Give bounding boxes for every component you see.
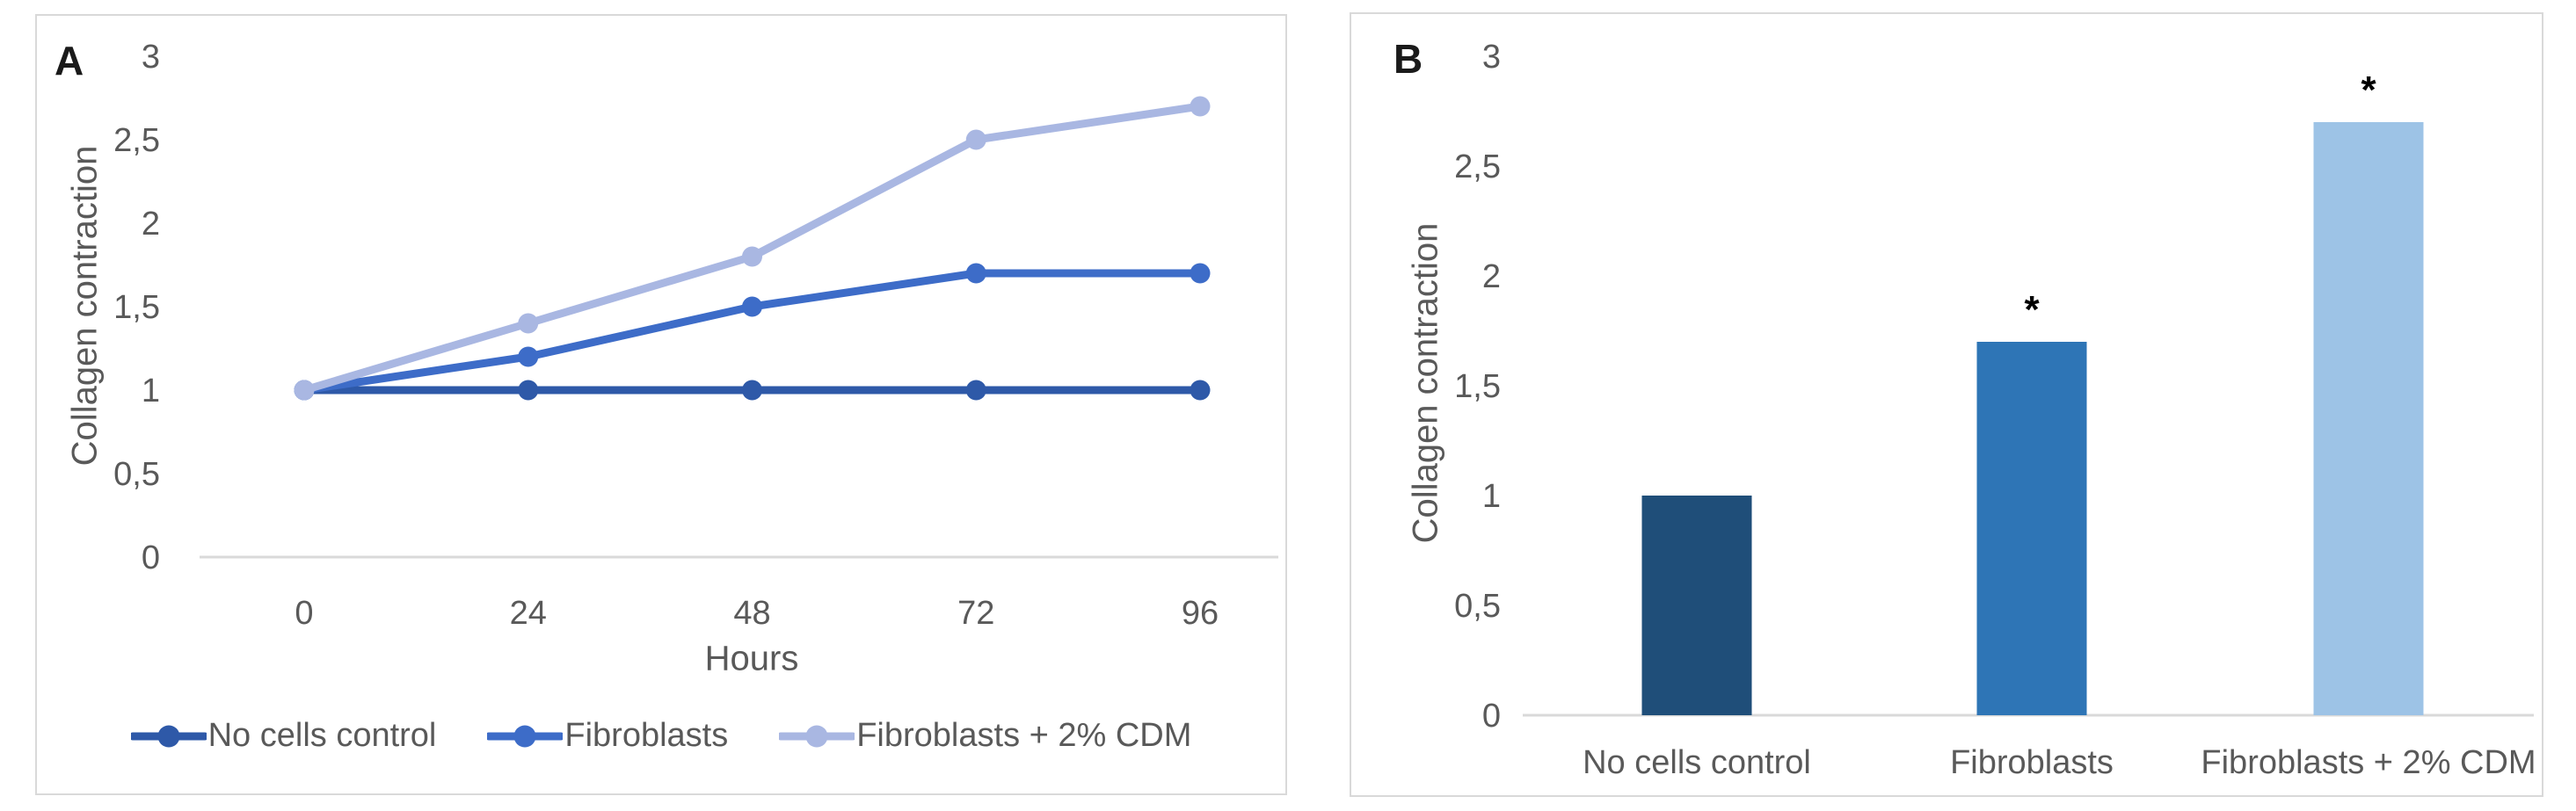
y-tick-label: 1 bbox=[142, 373, 160, 409]
y-tick-label: 0 bbox=[1482, 698, 1501, 735]
panel-b-label: B bbox=[1394, 36, 1423, 82]
y-tick-label: 1,5 bbox=[1454, 368, 1501, 405]
bar bbox=[2313, 122, 2424, 715]
category-label: No cells control bbox=[1583, 744, 1811, 781]
data-point-marker bbox=[965, 129, 986, 150]
legend-marker-icon bbox=[779, 725, 855, 747]
data-point-marker bbox=[518, 313, 539, 334]
data-point-marker bbox=[965, 380, 986, 401]
panel-a-x-axis-title: Hours bbox=[704, 639, 799, 678]
legend-marker-icon bbox=[487, 725, 564, 747]
legend-item: Fibroblasts bbox=[487, 717, 728, 755]
legend-marker-icon bbox=[130, 725, 207, 747]
data-point-marker bbox=[1190, 96, 1211, 117]
bar-chart: 0 0,5 1 1,5 2 2,5 3 No cells control * Fibroblast… bbox=[1454, 39, 2536, 781]
x-tick-label: 72 bbox=[957, 595, 994, 632]
data-point-marker bbox=[1190, 380, 1211, 401]
legend-dot bbox=[805, 725, 828, 747]
y-tick-label: 0 bbox=[142, 539, 160, 576]
legend-label: Fibroblasts bbox=[564, 717, 729, 754]
panel-a-label: A bbox=[55, 38, 84, 83]
category-label: Fibroblasts bbox=[1950, 744, 2114, 781]
y-tick-label: 2,5 bbox=[1454, 148, 1501, 185]
legend-label: No cells control bbox=[207, 717, 437, 754]
data-point-marker bbox=[1190, 263, 1211, 284]
significance-asterisk: * bbox=[2024, 288, 2040, 331]
x-tick-label: 48 bbox=[733, 595, 770, 632]
legend: No cells control Fibroblasts Fibroblasts +… bbox=[37, 717, 1285, 755]
y-tick-label: 0,5 bbox=[113, 456, 160, 493]
bar bbox=[1641, 496, 1752, 715]
y-tick-label: 2,5 bbox=[113, 122, 160, 159]
legend-dot bbox=[513, 725, 536, 747]
y-tick-label: 0,5 bbox=[1454, 588, 1501, 625]
data-point-marker bbox=[742, 246, 762, 267]
x-tick-label: 24 bbox=[510, 595, 547, 632]
legend-dot bbox=[157, 725, 180, 747]
panel-a-line-chart: A Collagen contraction 0 0,5 1 1,5 2 2,5 3 0 24 4… bbox=[35, 14, 1287, 795]
significance-asterisk: * bbox=[2361, 69, 2376, 112]
y-tick-label: 2 bbox=[1482, 258, 1501, 295]
bar bbox=[1976, 342, 2087, 715]
y-tick-label: 2 bbox=[142, 206, 160, 243]
data-point-marker bbox=[518, 346, 539, 367]
legend-label: Fibroblasts + 2% CDM bbox=[856, 717, 1192, 754]
panel-b-bar-chart: B Collagen contraction 0 0,5 1 1,5 2 2,5 3 No c… bbox=[1350, 12, 2543, 797]
data-point-marker bbox=[742, 296, 762, 317]
legend-item: No cells control bbox=[130, 717, 437, 755]
data-point-marker bbox=[742, 380, 762, 401]
x-tick-label: 0 bbox=[295, 595, 313, 632]
y-tick-label: 1 bbox=[1482, 478, 1501, 515]
data-point-marker bbox=[294, 380, 315, 401]
data-point-marker bbox=[965, 263, 986, 284]
data-point-marker bbox=[518, 380, 539, 401]
y-tick-label: 1,5 bbox=[113, 289, 160, 326]
category-label: Fibroblasts + 2% CDM bbox=[2201, 744, 2536, 781]
y-tick-label: 3 bbox=[1482, 39, 1501, 76]
line-chart: 0 0,5 1 1,5 2 2,5 3 0 24 48 72 96 bbox=[113, 39, 1278, 632]
x-tick-label: 96 bbox=[1182, 595, 1219, 632]
y-tick-label: 3 bbox=[142, 39, 160, 76]
legend-item: Fibroblasts + 2% CDM bbox=[779, 717, 1191, 755]
line-series bbox=[300, 269, 1204, 395]
